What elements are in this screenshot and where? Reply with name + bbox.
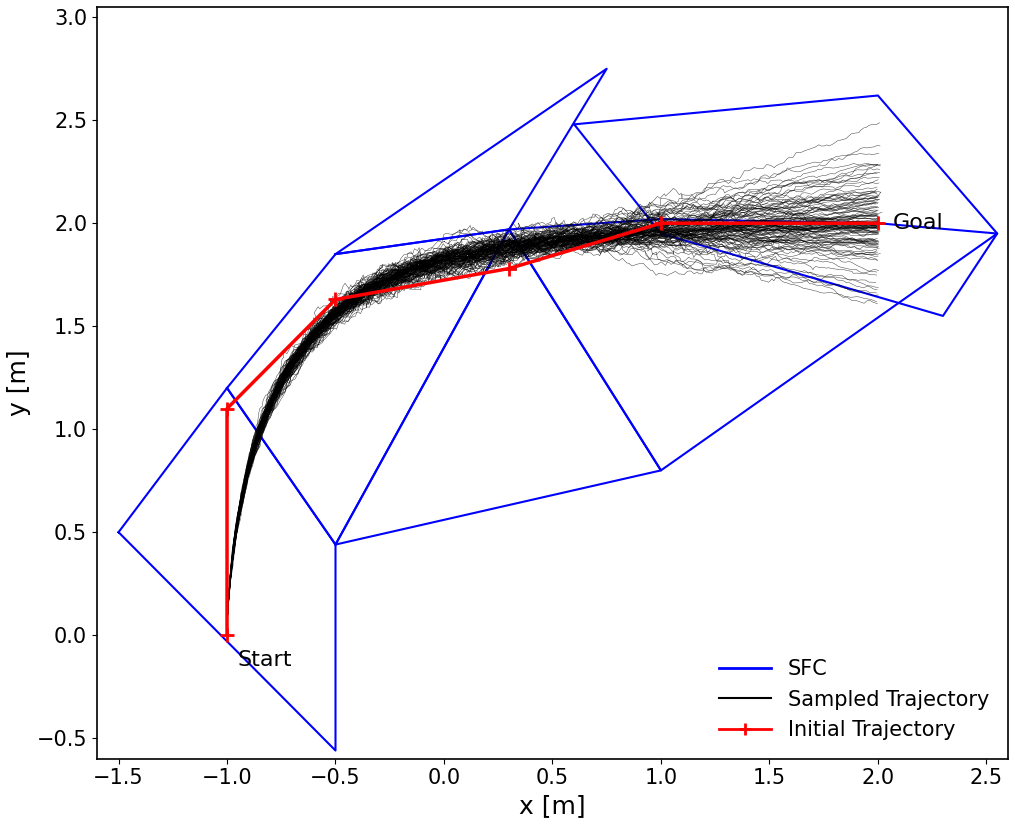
Y-axis label: y [m]: y [m] — [7, 350, 30, 416]
Legend: SFC, Sampled Trajectory, Initial Trajectory: SFC, Sampled Trajectory, Initial Traject… — [710, 651, 998, 748]
Text: Goal: Goal — [893, 213, 944, 233]
X-axis label: x [m]: x [m] — [519, 794, 586, 818]
Text: Start: Start — [238, 649, 292, 670]
